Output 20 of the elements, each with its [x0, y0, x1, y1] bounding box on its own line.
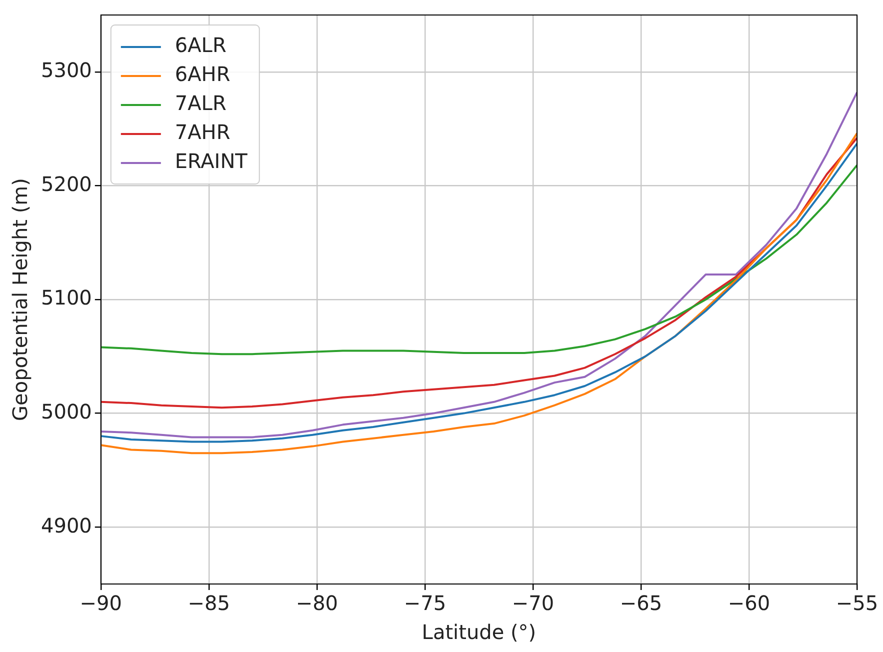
x-tick-label: −60: [728, 591, 770, 616]
x-axis-title: Latitude (°): [422, 620, 536, 644]
y-tick-label: 5100: [40, 286, 92, 310]
legend-label: 6ALR: [174, 33, 226, 58]
y-tick-label: 5200: [40, 172, 92, 196]
legend-label: ERAINT: [174, 149, 248, 174]
x-tick-label: −75: [404, 591, 446, 616]
legend-label: 6AHR: [174, 62, 230, 86]
x-tick-label: −80: [296, 591, 338, 616]
y-tick-label: 5300: [40, 58, 92, 82]
x-tick-label: −65: [620, 591, 662, 616]
x-tick-label: −70: [512, 591, 554, 616]
x-tick-label: −55: [836, 591, 878, 616]
y-tick-label: 4900: [40, 513, 92, 538]
legend-label: 7ALR: [174, 91, 226, 116]
y-axis-title: Geopotential Height (m): [8, 178, 32, 421]
x-tick-label: −90: [80, 591, 122, 616]
x-tick-label: −85: [188, 591, 230, 616]
legend-label: 7AHR: [174, 120, 230, 144]
y-tick-label: 5000: [40, 400, 92, 424]
